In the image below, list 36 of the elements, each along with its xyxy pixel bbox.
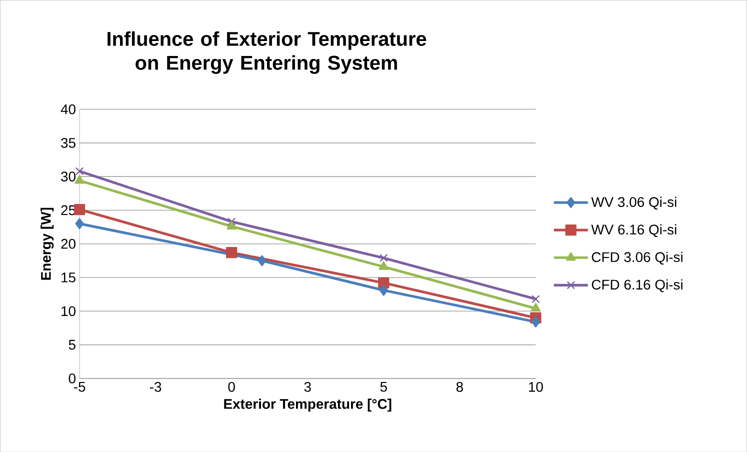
y-tick-label: 15: [62, 272, 76, 282]
y-tick-label: 10: [62, 306, 76, 316]
chart-title: Influence of Exterior Temperature on Energy Entering System: [108, 31, 426, 74]
point: [530, 302, 541, 312]
point: [378, 261, 389, 270]
y-tick-label: 20: [61, 238, 76, 249]
y-axis-title: Energy [W]: [40, 208, 54, 280]
legend-label: WV 6.16 Qi-si: [591, 224, 676, 237]
legend-label: CFD 3.06 Qi-si: [592, 252, 682, 264]
point: [379, 284, 388, 296]
point: [532, 294, 540, 304]
legend-label: WV 3.06 Qi-si: [591, 196, 676, 210]
point: [74, 174, 84, 184]
point: [380, 254, 388, 262]
point: [258, 254, 266, 266]
point: [227, 217, 236, 226]
point: [226, 246, 238, 258]
point: [75, 218, 84, 230]
x-tick-label: 0: [228, 382, 235, 392]
y-tick-label: 30: [61, 171, 76, 182]
point: [74, 204, 86, 215]
y-tick-label: 5: [68, 340, 76, 350]
point: [226, 220, 237, 230]
x-tick-label: 5: [380, 382, 387, 392]
point: [531, 316, 540, 328]
y-tick-label: 35: [61, 138, 76, 148]
legend-label: CFD 6.16 Qi-si: [592, 279, 682, 292]
x-axis-title: Exterior Temperature [°C]: [224, 398, 392, 412]
y-tick-label: 40: [60, 104, 76, 114]
x-tick-label: 3: [304, 382, 311, 392]
x-tick-label: 8: [456, 382, 463, 392]
point: [75, 166, 84, 176]
x-tick-label: -3: [150, 382, 162, 392]
x-tick-label: -5: [74, 382, 86, 392]
y-tick-label: 0: [68, 373, 76, 384]
x-tick-label: 10: [529, 382, 543, 392]
